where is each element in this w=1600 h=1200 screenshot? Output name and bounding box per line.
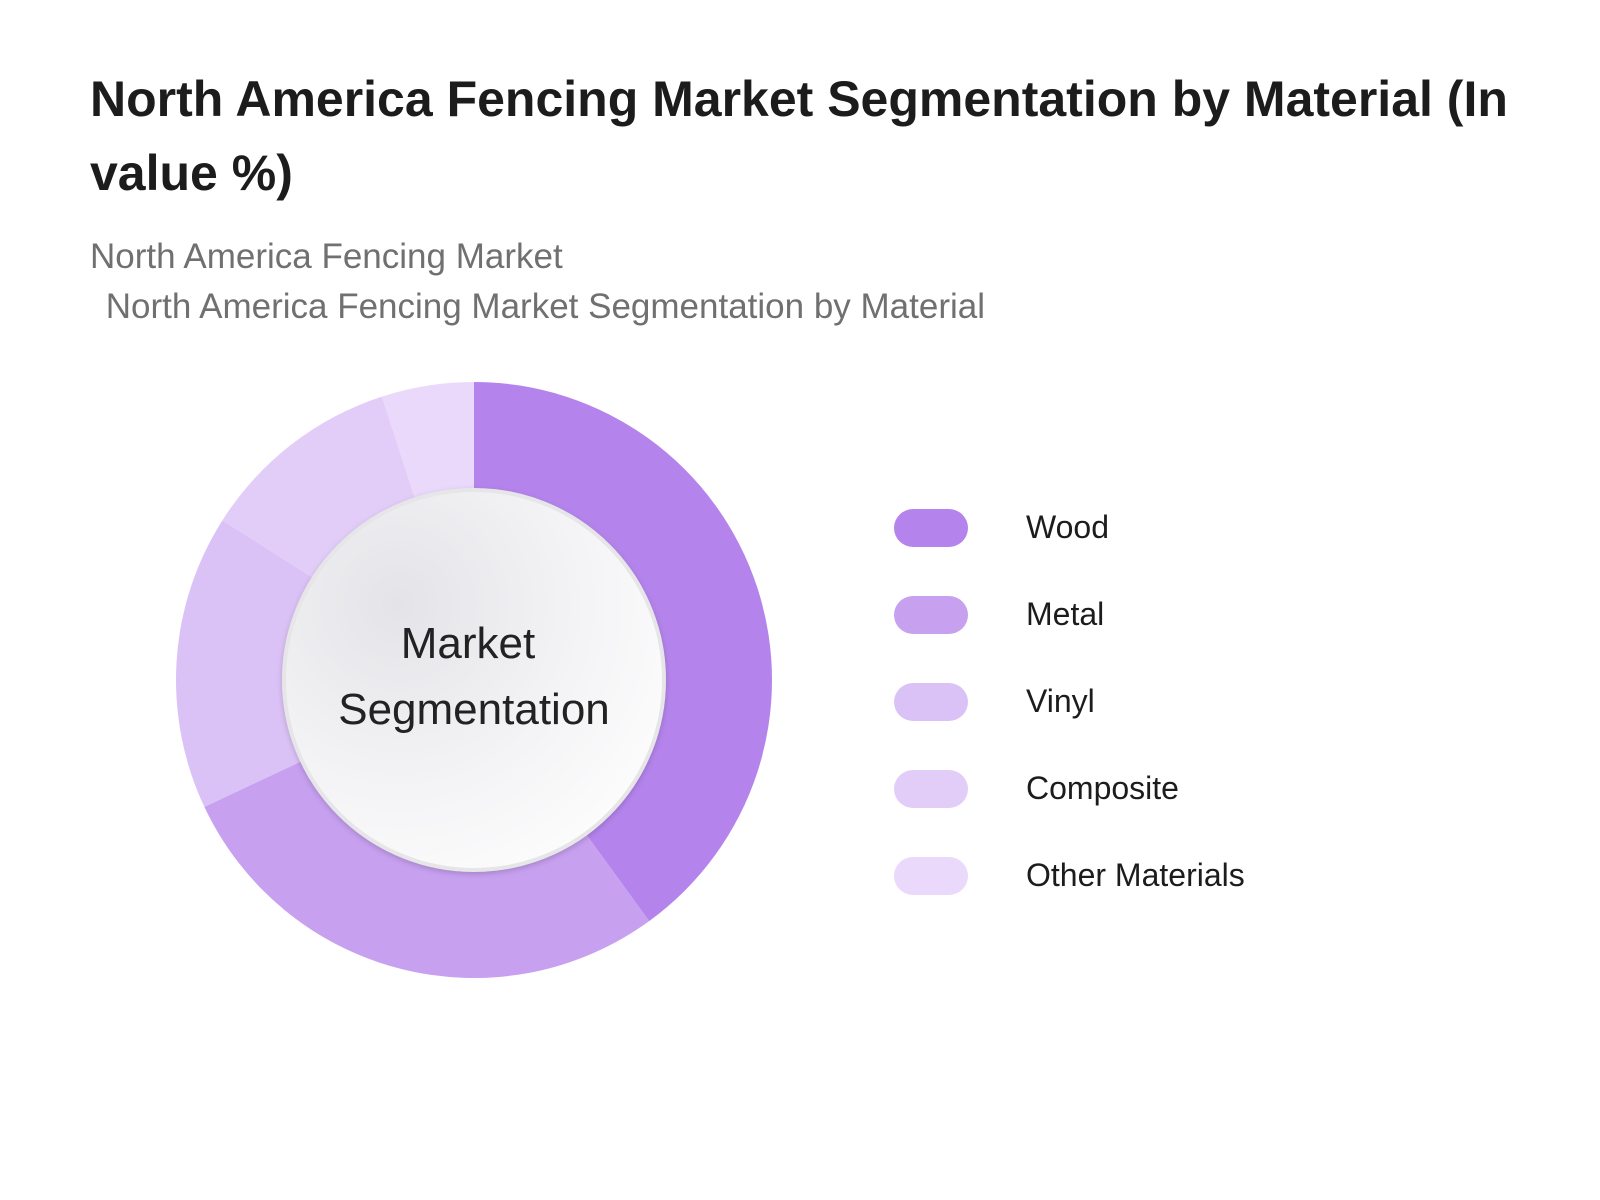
legend-swatch bbox=[894, 769, 968, 808]
donut-slice-wood bbox=[474, 382, 772, 922]
donut-center-disc bbox=[282, 488, 666, 872]
legend-label: Metal bbox=[1026, 596, 1105, 632]
legend-swatch bbox=[894, 856, 968, 895]
legend-item-vinyl: Vinyl bbox=[894, 658, 1245, 745]
chart-subtitle: North America Fencing Market bbox=[90, 237, 563, 276]
legend-swatch bbox=[894, 508, 968, 547]
legend-label: Other Materials bbox=[1026, 857, 1245, 893]
donut-slice-composite bbox=[222, 396, 416, 580]
center-label-line-2: Segmentation bbox=[338, 685, 610, 734]
legend-label: Wood bbox=[1026, 509, 1110, 545]
chart-subtitle-secondary: North America Fencing Market Segmentatio… bbox=[96, 287, 985, 326]
chart-title: North America Fencing Market Segmentatio… bbox=[90, 71, 1508, 201]
legend-label: Composite bbox=[1026, 770, 1179, 806]
donut-slice-vinyl bbox=[176, 520, 316, 807]
center-label-line-1: Market bbox=[401, 619, 535, 668]
legend-swatch bbox=[894, 682, 968, 721]
legend-label: Vinyl bbox=[1026, 683, 1095, 719]
legend-swatch bbox=[894, 595, 968, 634]
donut-slice-other-materials bbox=[381, 382, 474, 502]
legend-item-other-materials: Other Materials bbox=[894, 832, 1245, 919]
chart-legend: Wood Metal Vinyl Composite Other Materials bbox=[894, 484, 1245, 919]
donut-slices bbox=[176, 382, 772, 979]
legend-item-composite: Composite bbox=[894, 745, 1245, 832]
legend-item-metal: Metal bbox=[894, 571, 1245, 658]
legend-item-wood: Wood bbox=[894, 484, 1245, 571]
donut-slice-metal bbox=[204, 760, 650, 979]
